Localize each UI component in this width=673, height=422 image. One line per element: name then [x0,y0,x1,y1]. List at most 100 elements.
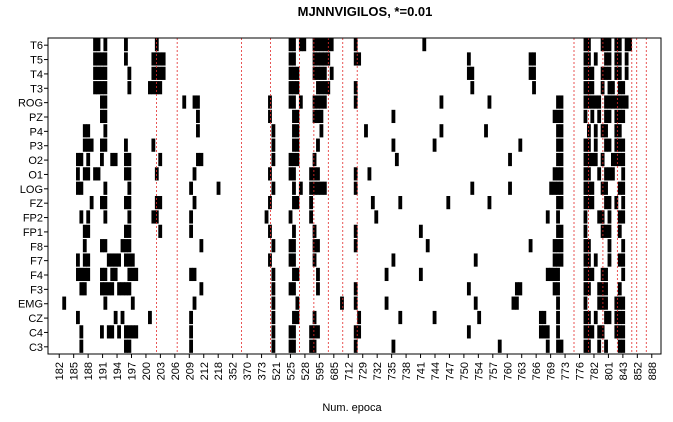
significant-cell [79,210,84,224]
significant-cell [319,66,324,80]
significant-cell [288,81,293,95]
significant-cell [432,138,437,152]
significant-cell [597,167,602,181]
x-tick-label: 757 [488,362,500,380]
significant-cell [103,239,108,253]
significant-cell [312,339,317,353]
significant-cell [353,239,358,253]
significant-cell [583,253,588,267]
significant-cell [538,325,543,339]
significant-cell [586,253,591,267]
significant-cell [295,81,300,95]
significant-cell [583,296,588,310]
significant-cell [604,224,608,238]
significant-cell [518,138,523,152]
x-axis-ticks: 182 185 188 191 194 197 200 203 206 209 212 218 352 3… [54,354,659,380]
significant-cell [597,109,602,124]
significant-cell [288,253,293,267]
y-tick-label: PZ [29,112,43,124]
significant-cell [586,339,591,353]
significant-cell [545,339,550,353]
significant-cell [418,267,423,282]
significant-cell [614,196,619,210]
significant-cell [607,138,612,152]
significant-cell [586,124,591,138]
significant-cell [316,167,320,181]
significant-cell [604,124,608,138]
significant-cell [82,167,87,181]
significant-cell [384,296,389,310]
x-tick-label: 760 [502,362,514,380]
significant-cell [124,196,128,210]
significant-cell [86,138,91,152]
x-tick-label: 188 [83,362,95,380]
significant-cell [76,267,80,282]
significant-cell [528,239,533,253]
x-tick-label: 370 [242,362,254,380]
significant-cell [110,152,115,167]
significant-cell [82,224,87,238]
significant-cell [322,52,327,66]
significant-cell [127,282,132,296]
significant-cell [624,95,629,109]
significant-cell [295,124,300,138]
significant-cell [316,66,320,80]
significant-cell [604,196,608,210]
x-tick-label: 685 [329,362,341,380]
significant-cell [196,152,200,167]
significant-cell [312,224,317,238]
significant-cell [86,224,91,238]
significant-cell [100,325,104,339]
significant-cell [590,66,595,80]
y-tick-label: F4 [30,270,43,282]
significant-cell [192,167,197,181]
significant-cell [556,167,560,181]
significant-cell [103,196,108,210]
significant-cell [556,325,560,339]
significant-cell [473,253,478,267]
significant-cell [621,325,626,339]
significant-cell [295,66,300,80]
significant-cell [96,167,101,181]
significant-cell [292,152,296,167]
x-tick-label: 212 [199,362,211,380]
significant-cell [617,325,622,339]
significant-cell [312,66,317,80]
significant-cell [199,282,204,296]
significant-cell [353,38,358,52]
significant-cell [62,296,67,310]
x-tick-label: 528 [300,362,312,380]
significant-cell [96,52,101,66]
significant-cell [586,181,591,195]
significant-cell [322,181,327,195]
significant-cell [292,267,296,282]
significant-cell [271,239,276,253]
significant-cell [82,267,87,282]
significant-cell [309,167,314,181]
significant-cell [316,81,320,95]
significant-cell [158,152,163,167]
significant-cell [100,282,104,296]
significant-cell [268,253,272,267]
significant-cell [264,210,269,224]
significant-cell [151,210,156,224]
x-tick-label: 191 [98,362,110,380]
x-tick-label: 888 [647,362,659,380]
significant-cell [583,267,588,282]
significant-cell [82,124,87,138]
significant-cell [466,325,471,339]
significant-cell [466,66,471,80]
significant-cell [271,152,276,167]
significant-cell [127,210,132,224]
significant-cell [353,167,358,181]
significant-cell [559,167,564,181]
significant-cell [316,38,320,52]
significant-cell [322,95,327,109]
significant-cell [120,239,125,253]
significant-cell [106,282,111,296]
significant-cell [607,81,612,95]
significant-cell [583,210,588,224]
significant-cell [271,339,276,353]
significant-cell [312,38,317,52]
significant-cell [103,95,108,109]
